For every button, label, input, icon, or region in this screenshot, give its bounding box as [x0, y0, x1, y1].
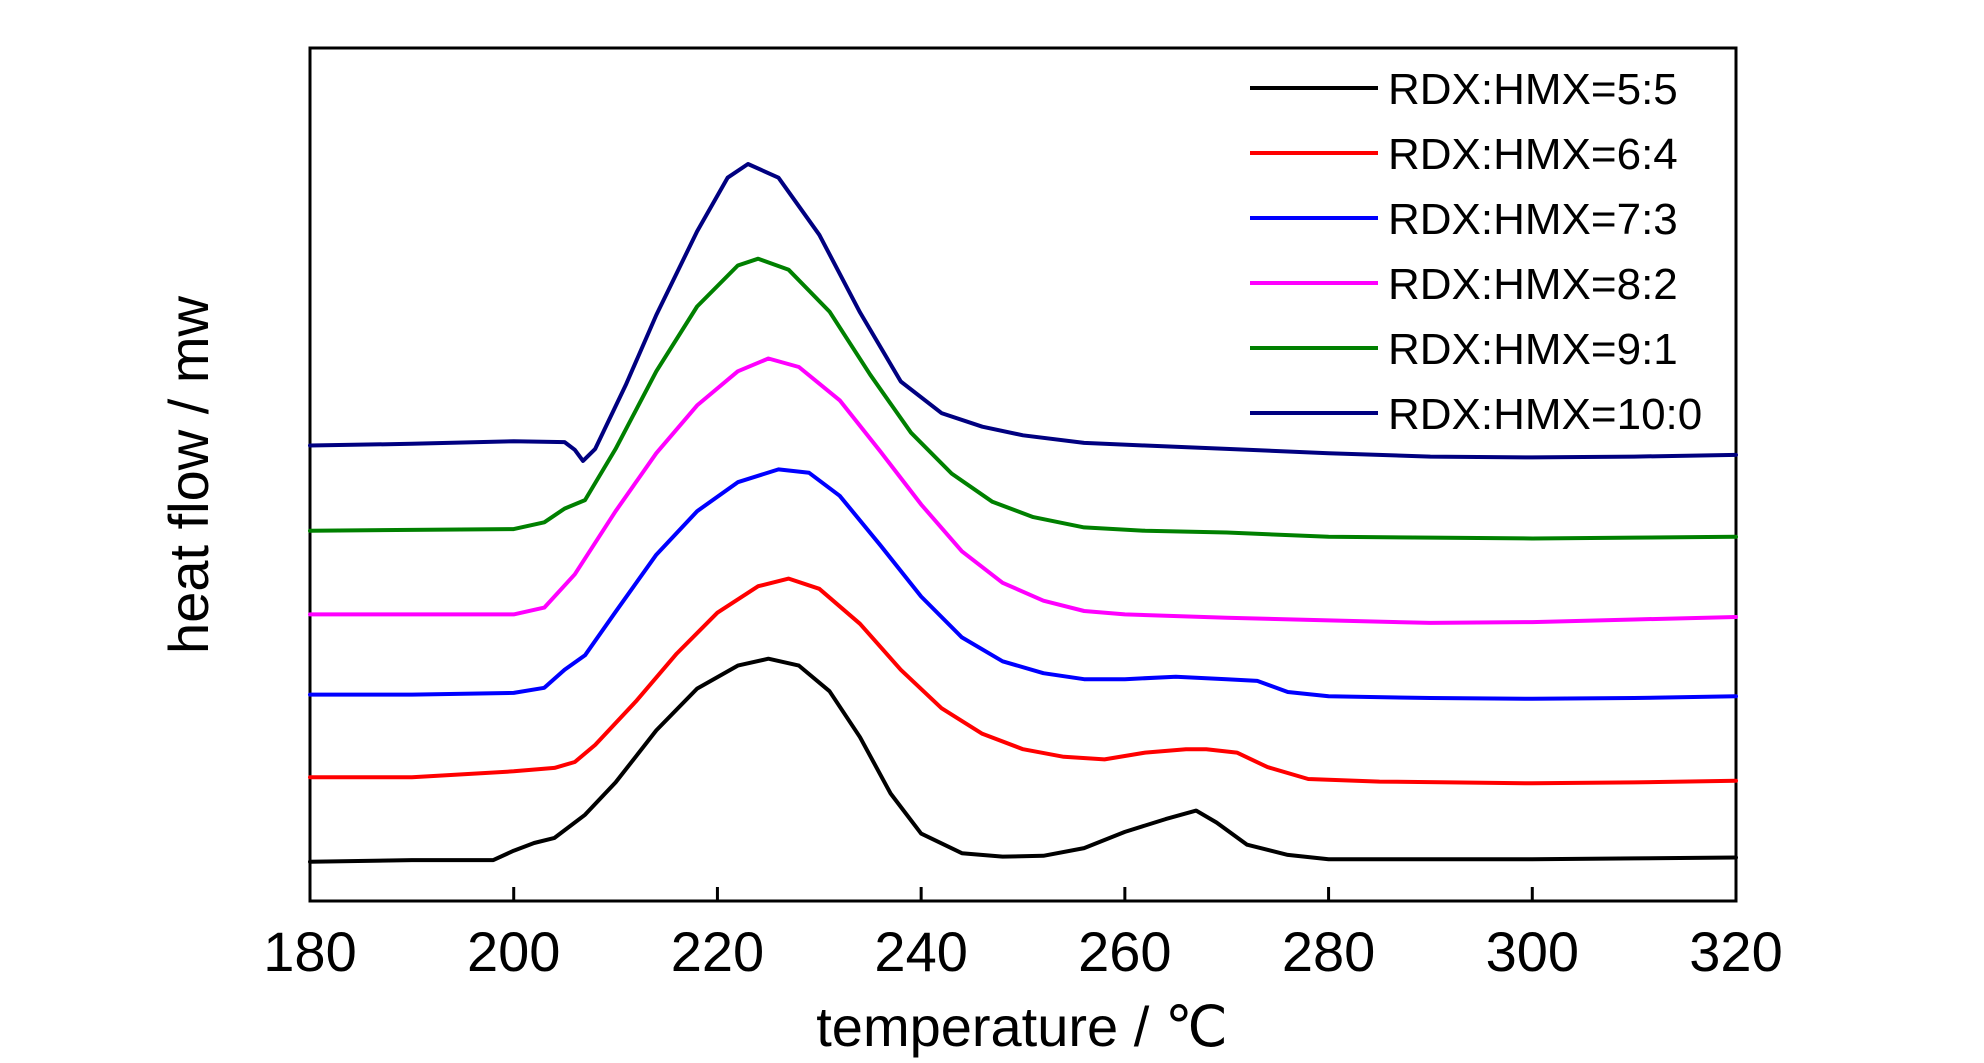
x-tick-label: 220 [671, 920, 764, 983]
x-tick-label: 260 [1078, 920, 1171, 983]
series-line [308, 576, 1738, 786]
x-tick-label: 300 [1486, 920, 1579, 983]
y-axis-title: heat flow / mw [157, 295, 220, 653]
plot-frame [308, 46, 1738, 903]
series-line [308, 162, 1738, 463]
series-line [308, 467, 1738, 701]
x-tick-label: 200 [467, 920, 560, 983]
legend: RDX:HMX=5:5 RDX:HMX=6:4 RDX:HMX=7:3 RDX:HMX… [1250, 65, 1702, 439]
x-tick-label: 280 [1282, 920, 1375, 983]
x-axis-tick-labels: 180 200 220 240 260 280 300 320 [263, 920, 1782, 983]
series-line [308, 256, 1738, 541]
series-line [308, 356, 1738, 625]
legend-label: RDX:HMX=6:4 [1388, 130, 1678, 179]
series-line [308, 656, 1738, 864]
legend-label: RDX:HMX=7:3 [1388, 195, 1678, 244]
legend-label: RDX:HMX=5:5 [1388, 65, 1678, 114]
legend-label: RDX:HMX=9:1 [1388, 325, 1678, 374]
x-tick-label: 320 [1689, 920, 1782, 983]
x-axis-title: temperature / ℃ [816, 995, 1228, 1058]
x-tick-label: 240 [874, 920, 967, 983]
series-lines [308, 162, 1738, 864]
x-axis-ticks [308, 887, 1738, 901]
legend-label: RDX:HMX=10:0 [1388, 390, 1702, 439]
legend-label: RDX:HMX=8:2 [1388, 260, 1678, 309]
x-tick-label: 180 [263, 920, 356, 983]
